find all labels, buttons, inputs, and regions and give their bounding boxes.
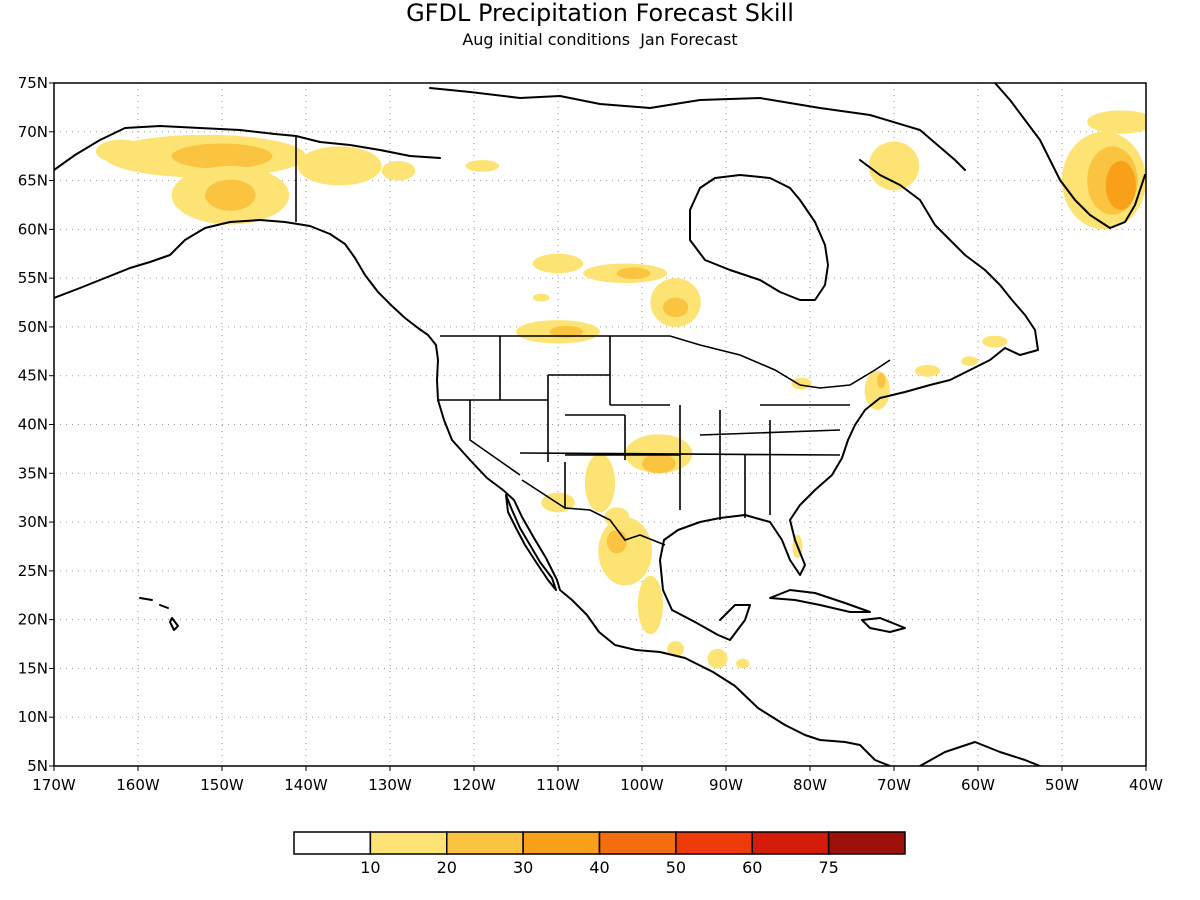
coastline-arctic — [54, 125, 441, 171]
coastline-north-america-west — [54, 219, 891, 766]
skill-region-mexico-south — [667, 641, 684, 657]
lon-tick-label: 50W — [1045, 776, 1079, 794]
colorbar-swatch — [522, 831, 601, 855]
coastline-arctic-islands — [429, 87, 966, 171]
coastline-cuba — [769, 589, 871, 613]
skill-region-greenland-coast-core — [1105, 161, 1136, 210]
coastline-greenland — [994, 83, 1146, 229]
lat-tick-label: 30N — [18, 513, 48, 531]
colorbar: 10 20 30 40 50 60 75 — [293, 831, 906, 877]
lat-tick-label: 70N — [18, 123, 48, 141]
skill-region-yukon-east — [381, 161, 416, 181]
skill-region-guatemala — [707, 648, 728, 669]
colorbar-swatch — [446, 831, 524, 855]
axis-labels: 170W 160W 150W 140W 130W 120W 110W 100W 90W 80W 70… — [18, 74, 1163, 794]
colorbar-labels: 10 20 30 40 50 60 75 — [360, 858, 839, 877]
skill-region-nunavut-south — [465, 160, 500, 172]
page-subtitle: Aug initial conditions Jan Forecast — [462, 30, 737, 49]
coastline-south-america — [919, 741, 1041, 766]
colorbar-label: 60 — [742, 858, 762, 877]
colorbar-label: 10 — [360, 858, 380, 877]
skill-region-mexico-north-core — [606, 529, 627, 554]
colorbar-label: 30 — [513, 858, 533, 877]
skill-region-ontario-west-core — [663, 297, 689, 318]
coastlines — [54, 83, 1146, 766]
lat-tick-label: 20N — [18, 611, 48, 629]
lat-tick-label: 55N — [18, 269, 48, 287]
skill-region-greenland-east — [1087, 110, 1146, 134]
skill-region-saskatchewan-core — [549, 325, 584, 338]
skill-shading — [96, 110, 1146, 669]
skill-region-manitoba-north — [532, 253, 584, 274]
colorbar-swatch — [598, 831, 677, 855]
lon-tick-label: 120W — [452, 776, 496, 794]
coastline-hudson-bay — [689, 174, 829, 301]
border-us-canada — [440, 335, 891, 389]
skill-region-nova-scotia — [915, 364, 941, 377]
colorbar-swatch — [369, 831, 448, 855]
lat-tick-label: 40N — [18, 416, 48, 434]
skill-region-southern-plains-core — [642, 453, 676, 474]
lat-tick-label: 65N — [18, 172, 48, 190]
lat-tick-label: 5N — [27, 757, 48, 775]
skill-region-newfoundland — [982, 335, 1008, 348]
skill-region-great-lakes — [791, 377, 812, 390]
lon-tick-label: 40W — [1129, 776, 1163, 794]
colorbar-swatch — [293, 831, 372, 855]
lat-tick-label: 10N — [18, 708, 48, 726]
political-borders — [295, 136, 891, 546]
skill-region-new-england-core — [877, 372, 886, 389]
lat-tick-label: 25N — [18, 562, 48, 580]
lon-tick-label: 80W — [793, 776, 827, 794]
coastline-baja — [505, 494, 557, 591]
skill-region-baffin — [868, 141, 920, 191]
colorbar-swatch — [751, 831, 830, 855]
lon-tick-label: 70W — [877, 776, 911, 794]
colorbar-swatches — [293, 831, 906, 855]
skill-region-new-england — [864, 370, 890, 410]
lon-tick-label: 150W — [200, 776, 244, 794]
skill-region-yukon — [297, 146, 382, 186]
lon-tick-label: 60W — [961, 776, 995, 794]
colorbar-label: 20 — [437, 858, 457, 877]
lat-tick-label: 15N — [18, 659, 48, 677]
skill-region-alaska-north-core — [171, 143, 273, 169]
colorbar-label: 50 — [666, 858, 686, 877]
lat-tick-label: 60N — [18, 220, 48, 238]
lon-tick-label: 170W — [32, 776, 76, 794]
plot-area: 170W 160W 150W 140W 130W 120W 110W 100W 90W 80W 70… — [18, 74, 1163, 794]
page-title: GFDL Precipitation Forecast Skill — [406, 0, 794, 27]
skill-region-alberta-dot — [532, 293, 550, 302]
lat-tick-label: 75N — [18, 74, 48, 92]
skill-region-new-mexico — [584, 453, 616, 513]
skill-region-mexico-central — [637, 575, 664, 635]
colorbar-label: 75 — [818, 858, 838, 877]
skill-region-mexico-north — [598, 517, 653, 586]
skill-region-manitoba-core — [616, 267, 651, 280]
coastline-hispaniola — [861, 617, 906, 633]
skill-region-honduras — [736, 658, 750, 669]
colorbar-label: 40 — [589, 858, 609, 877]
lon-tick-label: 130W — [368, 776, 412, 794]
lon-tick-label: 90W — [709, 776, 743, 794]
coastline-labrador — [847, 159, 1039, 441]
lat-tick-label: 45N — [18, 367, 48, 385]
colorbar-swatch — [827, 831, 906, 855]
lon-tick-label: 140W — [284, 776, 328, 794]
skill-region-quebec-east — [961, 356, 978, 366]
skill-region-alaska-west — [96, 139, 147, 164]
lat-tick-label: 50N — [18, 318, 48, 336]
coastline-hawaii — [139, 597, 179, 631]
lon-tick-label: 160W — [116, 776, 160, 794]
us-state-lines — [437, 336, 850, 520]
colorbar-swatch — [675, 831, 753, 855]
skill-region-alaska-interior-core — [205, 179, 256, 211]
lon-tick-label: 100W — [620, 776, 664, 794]
lat-tick-label: 35N — [18, 464, 48, 482]
lon-tick-label: 110W — [536, 776, 580, 794]
